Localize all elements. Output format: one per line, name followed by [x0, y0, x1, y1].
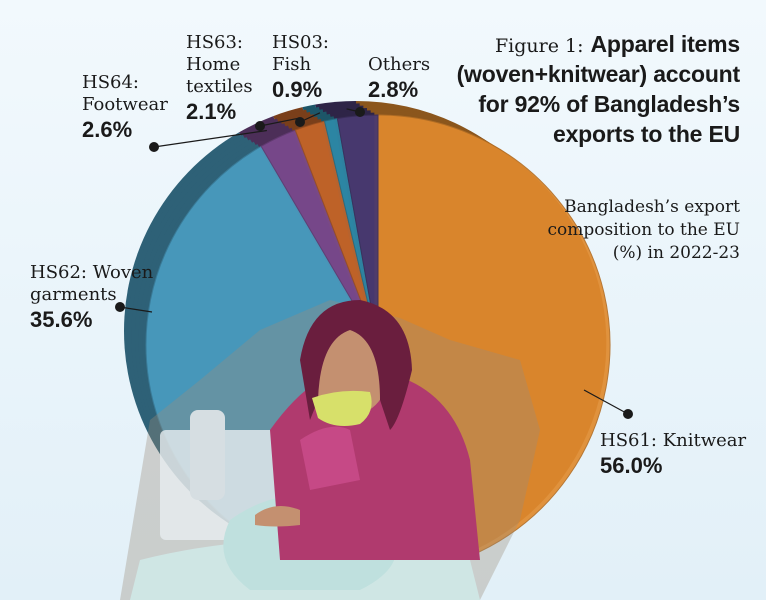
slice-label-footwear: HS64: Footwear 2.6% [82, 72, 182, 144]
title-text: Apparel items (woven+knitwear) account f… [456, 31, 741, 147]
leader-line-knitwear [583, 389, 629, 415]
slice-label-others: Others 2.8% [368, 54, 448, 104]
slice-label-home-textiles: HS63: Home textiles 2.1% [186, 32, 266, 126]
leader-lines [115, 107, 633, 419]
slice-value: 0.9% [272, 77, 323, 102]
slice-value: 35.6% [30, 307, 93, 332]
slice-name: HS63: Home textiles [186, 32, 253, 97]
slice-label-woven: HS62: Woven garments 35.6% [30, 262, 170, 334]
figure-label: Figure 1: [494, 35, 584, 57]
slice-name: HS62: Woven garments [30, 262, 154, 305]
leader-line-home-textiles [259, 117, 299, 127]
leader-dot-fish [295, 117, 305, 127]
slice-value: 56.0% [600, 453, 663, 478]
slice-name: HS61: Knitwear [600, 430, 747, 451]
leader-line-footwear [153, 129, 267, 148]
leader-dot-others [355, 107, 365, 117]
slice-value: 2.8% [368, 77, 419, 102]
slice-value: 2.6% [82, 117, 133, 142]
worker-photo [120, 300, 540, 600]
leader-line-woven [119, 306, 153, 313]
slice-name: Others [368, 54, 431, 75]
slice-label-fish: HS03: Fish 0.9% [272, 32, 342, 104]
leader-dot-woven [115, 302, 125, 312]
slice-name: HS64: Footwear [82, 72, 168, 115]
slice-value: 2.1% [186, 99, 237, 124]
leader-dot-footwear [149, 142, 159, 152]
slice-label-knitwear: HS61: Knitwear 56.0% [600, 430, 746, 480]
chart-subtitle: Bangladesh’s export composition to the E… [547, 197, 740, 263]
leader-dot-home-textiles [255, 121, 265, 131]
slice-name: HS03: Fish [272, 32, 329, 75]
chart-title: Figure 1: Apparel items (woven+knitwear)… [440, 30, 741, 150]
leader-dot-knitwear [623, 409, 633, 419]
